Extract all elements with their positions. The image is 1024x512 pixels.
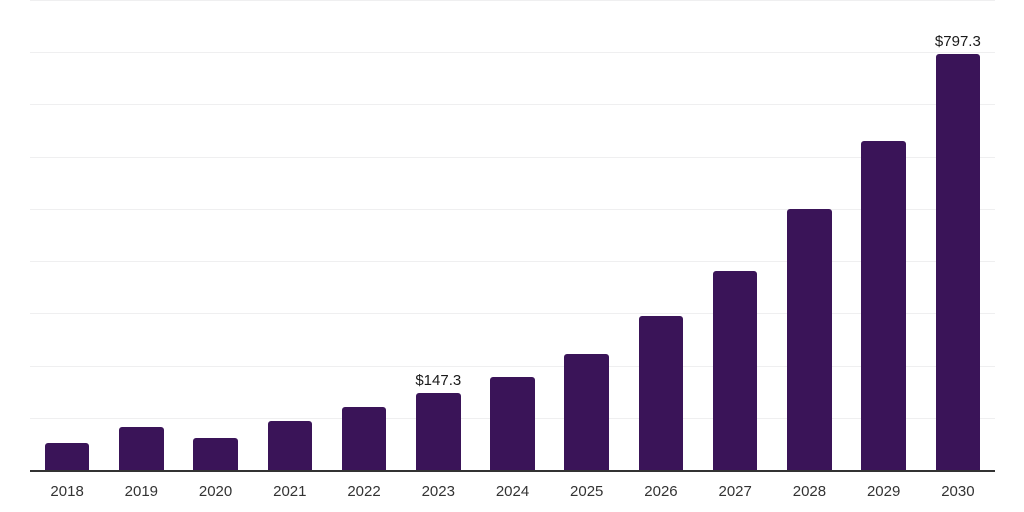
x-tick-2025: 2025: [570, 483, 604, 500]
gridline-900: [30, 0, 995, 1]
bar-2028: [787, 209, 832, 470]
bar-2024: [490, 377, 535, 470]
gridline-800: [30, 52, 995, 54]
bar-2029: [861, 141, 906, 470]
value-label-2030: $797.3: [934, 32, 981, 50]
x-tick-2021: 2021: [273, 483, 307, 500]
bar-2026: [638, 315, 684, 470]
x-tick-2029: 2029: [866, 483, 901, 500]
gridline-500: [30, 208, 995, 210]
gridline-700: [30, 104, 995, 106]
value-label-2023: $147.3: [415, 372, 462, 390]
bar-2020: [193, 438, 238, 470]
bar-2025: [564, 354, 609, 470]
plot-area: [30, 0, 995, 470]
x-tick-2030: 2030: [941, 483, 975, 500]
x-tick-2020: 2020: [198, 483, 233, 500]
x-axis-line: [30, 470, 995, 472]
bar-2022: [341, 406, 387, 470]
gridline-400: [30, 261, 995, 263]
gridline-300: [30, 313, 995, 315]
x-tick-2023: 2023: [421, 483, 455, 500]
x-tick-2019: 2019: [124, 483, 159, 500]
x-tick-2026: 2026: [644, 483, 678, 500]
gridline-600: [30, 156, 995, 158]
bar-2027: [712, 270, 758, 470]
gridline-200: [30, 365, 995, 367]
x-tick-2024: 2024: [495, 483, 530, 500]
bar-2021: [267, 421, 313, 470]
x-tick-2027: 2027: [718, 483, 752, 500]
bar-2018: [44, 442, 90, 470]
x-tick-2028: 2028: [792, 483, 827, 500]
x-tick-2018: 2018: [50, 483, 84, 500]
bar-2019: [119, 426, 164, 470]
x-tick-2022: 2022: [347, 483, 381, 500]
bar-2030: [935, 53, 981, 470]
bar-2023: [416, 393, 461, 470]
